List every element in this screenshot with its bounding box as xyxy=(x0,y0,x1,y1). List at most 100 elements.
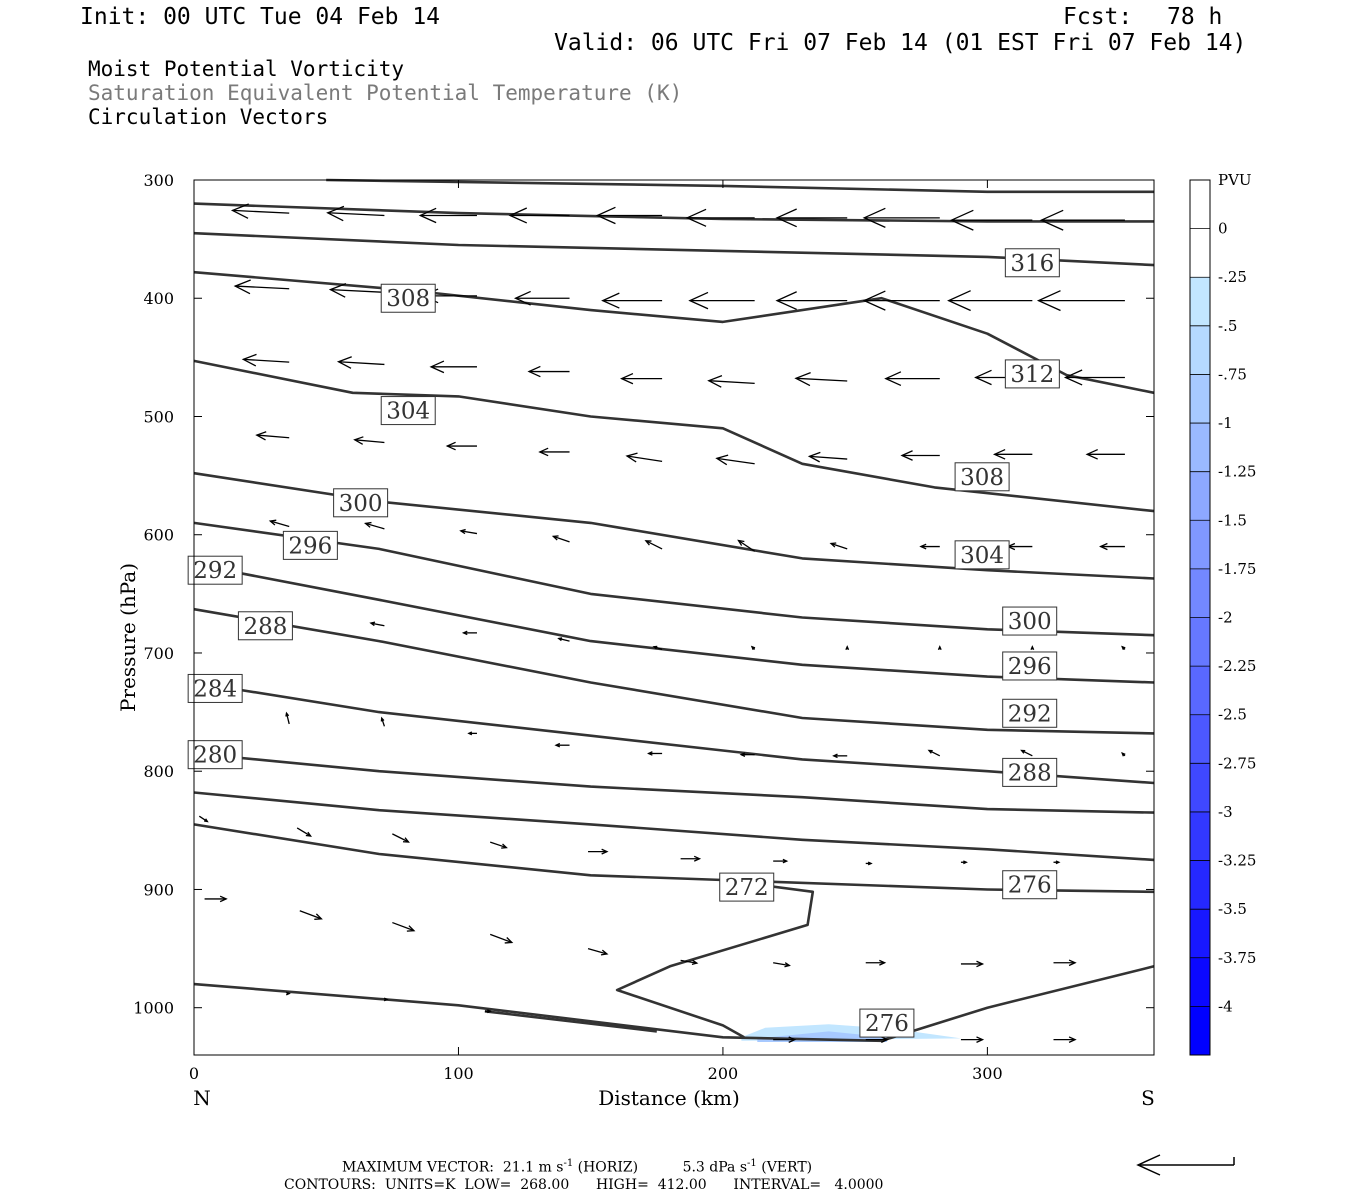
colorbar-segment xyxy=(1190,277,1210,327)
interval-value: 4.0000 xyxy=(834,1177,884,1193)
circulation-vector xyxy=(685,208,755,227)
circulation-vector xyxy=(1039,209,1125,231)
contour-label: 292 xyxy=(187,555,243,585)
low-value: 268.00 xyxy=(520,1177,570,1193)
colorbar-segment xyxy=(1190,860,1210,910)
circulation-vector xyxy=(198,815,209,823)
plot-frame xyxy=(193,179,1155,1056)
circulation-vector xyxy=(285,991,291,996)
contours-units: UNITS=K xyxy=(384,1177,456,1193)
circulation-vector xyxy=(715,454,755,466)
contour-label: 292 xyxy=(1002,698,1058,728)
circulation-vector xyxy=(484,1009,492,1014)
colorbar-label: -1.5 xyxy=(1218,511,1247,529)
circulation-vector xyxy=(601,292,663,309)
max-vector-line: MAXIMUM VECTOR: 21.1 m s-1 (HORIZ) 5.3 d… xyxy=(342,1158,812,1176)
contour-label-text: 288 xyxy=(1008,760,1052,786)
circulation-vector xyxy=(680,959,699,966)
contour-label-text: 276 xyxy=(1008,873,1052,899)
circulation-vector xyxy=(620,372,663,385)
colorbar-segment xyxy=(1190,666,1210,716)
contour-label-text: 292 xyxy=(1008,701,1052,727)
contour-label-text: 284 xyxy=(193,676,237,702)
circulation-vector xyxy=(1053,959,1077,967)
y-tick-label: 600 xyxy=(143,526,174,545)
circulation-vector xyxy=(937,645,942,650)
colorbar-label: -2 xyxy=(1218,609,1233,627)
circulation-vector xyxy=(489,841,508,849)
circulation-vector xyxy=(960,960,985,968)
circulation-vector xyxy=(773,1036,797,1043)
contour-line-280 xyxy=(193,791,1155,862)
circulation-vector xyxy=(949,209,1033,231)
circulation-vector xyxy=(588,848,609,855)
reference-vector-head xyxy=(1136,1154,1161,1176)
high-value: 412.00 xyxy=(657,1177,707,1193)
circulation-vector xyxy=(489,933,514,944)
x-tick-label: 100 xyxy=(443,1064,474,1083)
forecast-label: Fcst: xyxy=(1063,4,1133,30)
axis-layer: 300 400 500 600 700 800 900 1000 0 100 200 300 Dista… xyxy=(116,171,1155,1110)
x-tick-label: 200 xyxy=(708,1064,739,1083)
horiz-value: 21.1 m s xyxy=(502,1159,564,1176)
circulation-vector xyxy=(807,451,848,463)
contour-line-316 xyxy=(326,178,1154,194)
colorbar-segment xyxy=(1190,520,1210,570)
contour-label-text: 292 xyxy=(193,558,237,584)
valid-time: Valid: 06 UTC Fri 07 Feb 14 (01 EST Fri … xyxy=(554,30,1247,56)
circulation-vector xyxy=(233,279,290,295)
x-axis-label: Distance (km) xyxy=(598,1086,740,1110)
circulation-vector xyxy=(992,448,1033,460)
circulation-vector xyxy=(459,528,478,535)
colorbar-label: -.5 xyxy=(1218,317,1237,335)
max-vector-label: MAXIMUM VECTOR: xyxy=(342,1159,494,1176)
x-tick-label: 300 xyxy=(972,1064,1003,1083)
contour-label-text: 316 xyxy=(1010,251,1054,277)
colorbar-label: -3.5 xyxy=(1218,900,1247,918)
circulation-vector xyxy=(268,519,290,528)
colorbar: PVU 0 -.25 -.5 -.75 -1 -1.25 -1.5 -1.75 -2 -2.25 -2… xyxy=(1189,171,1256,1056)
colorbar-label: -.75 xyxy=(1218,365,1247,383)
colorbar-segment xyxy=(1190,909,1210,959)
contour-label-layer: 316 308 312 304 308 300 296 304 292 288 300 296 284 2… xyxy=(187,248,1060,1038)
colorbar-title: PVU xyxy=(1218,171,1252,189)
colorbar-label: -2.5 xyxy=(1218,706,1247,724)
colorbar-label: -.25 xyxy=(1218,268,1247,286)
circulation-vector xyxy=(862,290,940,311)
y-tick-label: 900 xyxy=(143,880,174,899)
circulation-vector xyxy=(538,447,570,457)
colorbar-label: -1.25 xyxy=(1218,463,1256,481)
contour-label: 308 xyxy=(380,283,436,313)
circulation-vector xyxy=(773,962,791,968)
circulation-vector xyxy=(230,203,290,219)
circulation-vector xyxy=(832,753,848,759)
circulation-vector xyxy=(513,290,570,306)
contour-line-276 xyxy=(484,1010,657,1033)
contour-line-276 xyxy=(193,965,1155,1043)
contour-label-text: 296 xyxy=(288,533,332,559)
circulation-vector xyxy=(865,1036,889,1043)
colorbar-segment xyxy=(1190,423,1210,473)
contour-label: 308 xyxy=(954,462,1010,492)
circulation-vector xyxy=(960,860,968,865)
circulation-vector xyxy=(285,711,290,725)
circulation-vector xyxy=(625,452,663,463)
contour-label-text: 308 xyxy=(960,465,1004,491)
contour-label-text: 296 xyxy=(1008,654,1052,680)
circulation-vector xyxy=(551,535,570,543)
contour-label: 272 xyxy=(719,872,775,902)
colorbar-label: -2.75 xyxy=(1218,754,1256,772)
contour-label: 296 xyxy=(282,530,338,560)
x-tick-label: 0 xyxy=(189,1064,199,1083)
contour-label-text: 288 xyxy=(243,614,287,640)
y-tick-label: 400 xyxy=(143,289,174,308)
circulation-vector xyxy=(773,858,789,864)
circulation-vector xyxy=(1020,749,1033,757)
circulation-vector xyxy=(1085,448,1125,460)
contour-label: 288 xyxy=(237,611,293,641)
circulation-vector xyxy=(392,921,416,932)
circulation-vector xyxy=(737,539,756,552)
circulation-vector xyxy=(467,731,477,736)
circulation-vector xyxy=(1053,1036,1077,1043)
circulation-vector xyxy=(557,637,570,642)
